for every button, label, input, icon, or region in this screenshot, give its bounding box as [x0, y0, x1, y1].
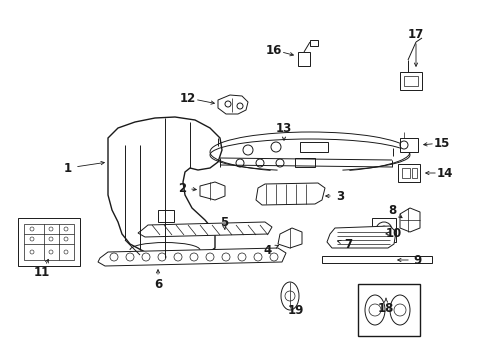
Text: 13: 13 [275, 122, 291, 135]
Bar [401, 168, 409, 178]
Text: 8: 8 [387, 203, 395, 216]
Polygon shape [138, 222, 271, 237]
Text: 14: 14 [436, 166, 452, 180]
Bar [403, 76, 417, 86]
Bar [397, 164, 419, 182]
Bar [299, 142, 327, 152]
Bar [24, 224, 74, 260]
Polygon shape [278, 228, 302, 248]
Bar [309, 40, 317, 46]
Bar [321, 256, 431, 263]
Text: 3: 3 [335, 189, 344, 202]
Text: 12: 12 [180, 91, 196, 104]
Bar [18, 218, 80, 266]
Text: 5: 5 [220, 216, 228, 229]
Text: 17: 17 [407, 27, 423, 41]
Bar [399, 72, 421, 90]
Text: 19: 19 [287, 303, 304, 316]
Text: 6: 6 [154, 278, 162, 291]
Text: 2: 2 [178, 181, 185, 194]
Bar [158, 210, 174, 222]
Text: 9: 9 [413, 253, 421, 266]
Polygon shape [326, 226, 395, 248]
Bar [399, 138, 417, 152]
Bar [294, 158, 314, 167]
Polygon shape [98, 248, 285, 266]
Text: 7: 7 [343, 238, 351, 251]
Polygon shape [256, 183, 325, 205]
Polygon shape [108, 117, 222, 258]
Text: 16: 16 [265, 44, 282, 57]
Text: 1: 1 [64, 162, 72, 175]
Bar [357, 284, 419, 336]
Bar [371, 218, 395, 242]
Bar [411, 168, 416, 178]
Polygon shape [200, 182, 224, 200]
Text: 15: 15 [433, 136, 449, 149]
Text: 4: 4 [264, 243, 271, 257]
Text: 10: 10 [385, 226, 401, 239]
Polygon shape [399, 208, 419, 232]
Text: 18: 18 [377, 302, 393, 315]
Polygon shape [218, 95, 247, 114]
Bar [297, 52, 309, 66]
Text: 11: 11 [34, 266, 50, 279]
